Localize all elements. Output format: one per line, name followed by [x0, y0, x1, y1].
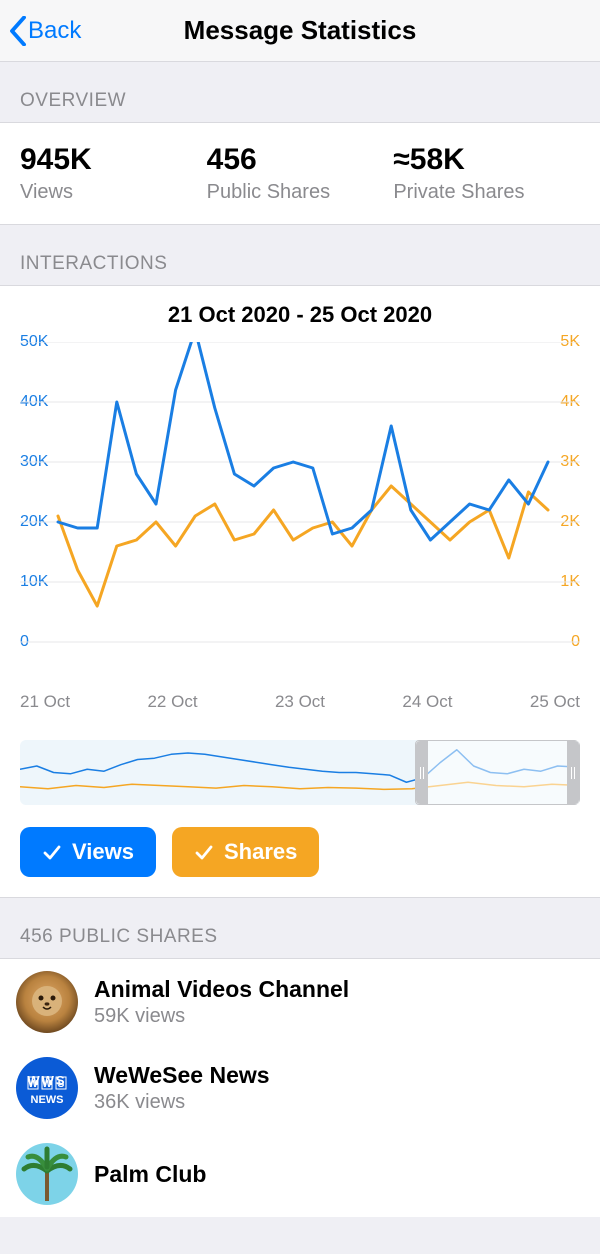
- chart-minimap[interactable]: [20, 740, 580, 805]
- avatar: [16, 971, 78, 1033]
- chart-x-axis: 21 Oct 22 Oct 23 Oct 24 Oct 25 Oct: [20, 692, 580, 712]
- metric-value: 945K: [20, 143, 207, 177]
- section-overview-title: Overview: [0, 62, 600, 122]
- public-share-item[interactable]: Palm Club: [0, 1131, 600, 1217]
- metric-value: ≈58K: [393, 143, 580, 177]
- line-chart[interactable]: 010K20K30K40K50K01K2K3K4K5K: [20, 342, 580, 682]
- svg-text:NEWS: NEWS: [31, 1094, 64, 1106]
- metric-private-shares: ≈58K Private Shares: [393, 143, 580, 204]
- chart-date-range: 21 Oct 2020 - 25 Oct 2020: [0, 302, 600, 328]
- check-icon: [42, 842, 62, 862]
- metric-value: 456: [207, 143, 394, 177]
- overview-panel: 945K Views 456 Public Shares ≈58K Privat…: [0, 122, 600, 225]
- x-tick: 21 Oct: [20, 692, 70, 712]
- share-subtitle: 36K views: [94, 1091, 270, 1114]
- page-title: Message Statistics: [0, 15, 600, 46]
- section-public-shares-title: 456 Public Shares: [0, 898, 600, 958]
- metric-views: 945K Views: [20, 143, 207, 204]
- share-name: Animal Videos Channel: [94, 976, 349, 1003]
- public-share-item[interactable]: WWSWWSNEWSWeWeSee News36K views: [0, 1045, 600, 1131]
- toggle-shares-button[interactable]: Shares: [172, 827, 319, 877]
- avatar: WWSWWSNEWS: [16, 1057, 78, 1119]
- svg-text:W: W: [42, 1079, 52, 1090]
- svg-text:S: S: [58, 1079, 65, 1090]
- share-subtitle: 59K views: [94, 1005, 349, 1028]
- minimap-window[interactable]: [415, 740, 580, 805]
- chart-toggles: Views Shares: [20, 827, 580, 877]
- minimap-handle-left[interactable]: [416, 741, 428, 804]
- x-tick: 22 Oct: [147, 692, 197, 712]
- svg-text:W: W: [28, 1079, 38, 1090]
- check-icon: [194, 842, 214, 862]
- metric-label: Public Shares: [207, 181, 394, 204]
- x-tick: 23 Oct: [275, 692, 325, 712]
- chevron-left-icon: [8, 16, 28, 46]
- x-tick: 24 Oct: [402, 692, 452, 712]
- public-shares-list: Animal Videos Channel59K viewsWWSWWSNEWS…: [0, 958, 600, 1217]
- metric-public-shares: 456 Public Shares: [207, 143, 394, 204]
- avatar: [16, 1143, 78, 1205]
- minimap-handle-right[interactable]: [567, 741, 579, 804]
- section-interactions-title: Interactions: [0, 225, 600, 285]
- back-button[interactable]: Back: [0, 16, 81, 46]
- public-share-item[interactable]: Animal Videos Channel59K views: [0, 959, 600, 1045]
- toggle-views-button[interactable]: Views: [20, 827, 156, 877]
- back-label: Back: [28, 17, 81, 45]
- header-bar: Back Message Statistics: [0, 0, 600, 62]
- metric-label: Private Shares: [393, 181, 580, 204]
- toggle-label: Shares: [224, 839, 297, 865]
- share-name: Palm Club: [94, 1161, 206, 1188]
- interactions-panel: 21 Oct 2020 - 25 Oct 2020 010K20K30K40K5…: [0, 285, 600, 898]
- share-name: WeWeSee News: [94, 1062, 270, 1089]
- metric-label: Views: [20, 181, 207, 204]
- x-tick: 25 Oct: [530, 692, 580, 712]
- toggle-label: Views: [72, 839, 134, 865]
